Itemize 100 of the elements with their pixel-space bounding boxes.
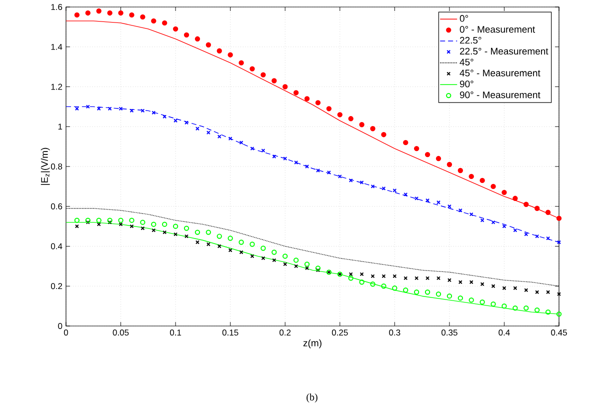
point: [557, 292, 561, 296]
point: [216, 48, 222, 54]
legend-label: 22.5°: [460, 36, 482, 44]
point: [260, 246, 266, 251]
point: [326, 170, 331, 174]
point: [294, 160, 298, 164]
point: [85, 218, 91, 223]
point: [392, 286, 398, 291]
point: [480, 282, 484, 286]
point: [305, 266, 310, 270]
point: [360, 272, 364, 276]
point: [250, 146, 254, 151]
point: [228, 248, 232, 252]
point: [174, 118, 178, 123]
point: [370, 274, 375, 278]
y-tick-label: 0.4: [50, 243, 62, 250]
point: [414, 146, 420, 152]
point: [85, 10, 91, 16]
point: [381, 132, 386, 138]
x-tick-label: 0.25: [332, 330, 348, 336]
legend-label: 90°: [460, 80, 474, 88]
legend-label: 0° - Measurement: [460, 26, 536, 33]
y-tick-label: 1: [58, 124, 62, 130]
point: [261, 256, 266, 260]
point: [545, 210, 551, 215]
point: [293, 90, 299, 96]
point: [282, 254, 288, 259]
point: [107, 10, 112, 16]
point: [426, 198, 430, 202]
point: [426, 276, 430, 280]
point: [96, 8, 102, 14]
point: [468, 174, 474, 180]
point: [556, 216, 562, 221]
point: [348, 178, 353, 182]
point: [447, 204, 452, 208]
point: [424, 152, 430, 158]
x-tick-label: 0.3: [389, 330, 400, 336]
point: [162, 230, 167, 234]
point: [512, 196, 518, 201]
point: [250, 242, 255, 247]
legend-label: 45° - Measurement: [460, 70, 540, 76]
point: [359, 280, 364, 285]
point: [513, 228, 518, 232]
legend-label: 0°: [460, 15, 468, 22]
point: [348, 276, 354, 281]
x-tick-label: 0: [64, 330, 68, 336]
legend-label: 22.5° - Measurement: [460, 48, 548, 55]
point: [382, 274, 386, 278]
y-tick-label: 0.2: [50, 283, 62, 290]
point: [370, 126, 376, 132]
point: [152, 110, 156, 115]
point: [130, 224, 134, 228]
point: [491, 284, 496, 288]
point: [348, 116, 354, 122]
point: [535, 234, 540, 238]
point: [108, 106, 112, 111]
point: [184, 226, 190, 231]
point: [130, 108, 134, 113]
point: [96, 106, 101, 111]
point: [250, 254, 254, 258]
point: [491, 220, 496, 224]
point: [436, 292, 442, 297]
y-tick-label: 0.6: [50, 203, 62, 210]
point: [129, 218, 134, 223]
point: [239, 250, 244, 254]
point: [446, 162, 452, 168]
point: [250, 66, 255, 72]
point: [228, 236, 233, 241]
point: [436, 276, 440, 280]
text: (b): [306, 393, 318, 403]
y-tick-label: 1.2: [51, 84, 62, 90]
point: [502, 190, 507, 196]
point: [524, 232, 528, 236]
point: [502, 286, 506, 290]
point: [480, 299, 485, 305]
point: [118, 218, 124, 223]
point: [480, 178, 485, 184]
point: [272, 258, 276, 262]
point: [238, 240, 244, 245]
point: [545, 309, 551, 315]
x-tick-label: 0.2: [280, 330, 291, 336]
point: [403, 288, 408, 293]
point: [304, 262, 310, 267]
point: [304, 96, 310, 102]
point: [151, 222, 156, 227]
point: [272, 154, 276, 159]
point: [118, 222, 123, 226]
point: [436, 156, 442, 162]
point: [326, 106, 332, 112]
point: [140, 108, 145, 113]
point: [96, 218, 102, 223]
point: [151, 18, 156, 24]
x-tick-label: 0.05: [112, 330, 129, 336]
point: [282, 84, 288, 90]
point: [468, 297, 474, 303]
point: [195, 126, 200, 131]
point: [184, 120, 188, 125]
y-tick-label: 0: [58, 322, 62, 330]
point: [534, 307, 540, 313]
point: [315, 266, 321, 271]
